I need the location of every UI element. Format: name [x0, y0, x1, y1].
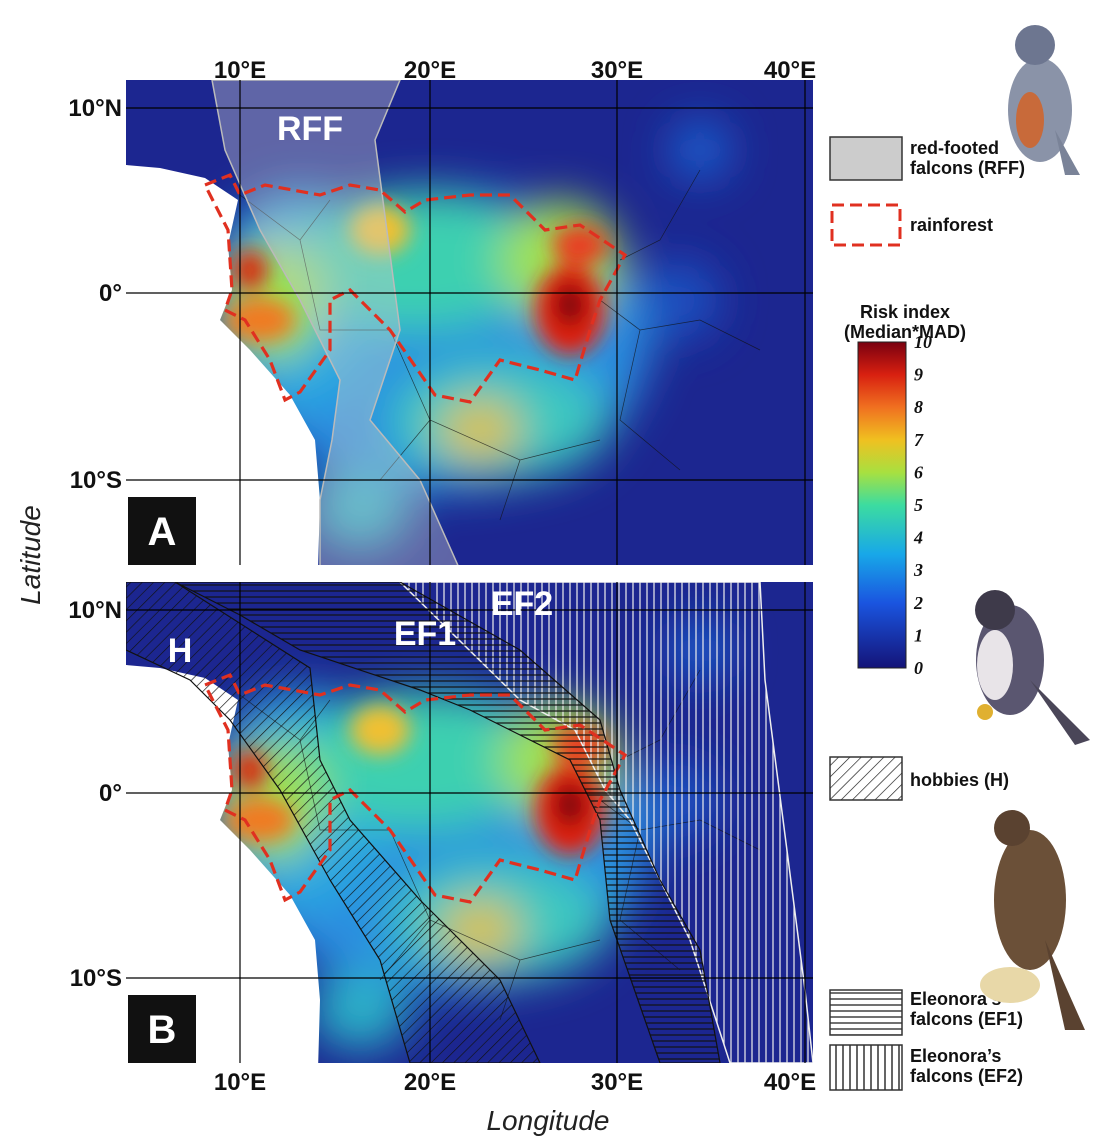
colorbar-tick-label: 7 — [914, 430, 924, 450]
colorbar-tick-label: 6 — [914, 462, 923, 482]
colorbar: Risk index (Median*MAD) 0 1 2 3 4 5 6 7 8 9 10 — [844, 302, 966, 678]
map-panel-a: RFF A — [126, 80, 816, 570]
legend-label: red-footed — [910, 138, 999, 158]
y-tick-label: 10°S — [70, 467, 122, 494]
legend-swatch — [830, 137, 902, 180]
x-axis-label: Longitude — [486, 1105, 609, 1136]
colorbar-tick-label: 2 — [913, 593, 923, 613]
bird-illustration — [975, 590, 1090, 745]
legend-label: hobbies (H) — [910, 770, 1009, 790]
colorbar-tick-label: 4 — [913, 528, 923, 548]
panel-letter: A — [148, 510, 177, 554]
colorbar-ramp — [858, 342, 906, 668]
colorbar-tick-label: 1 — [914, 625, 923, 645]
figure: RFF A H EF1 EF2 B 10°E 20°E 30°E 40°E 10… — [0, 0, 1097, 1142]
legend-label: rainforest — [910, 215, 993, 235]
x-tick-label: 30°E — [591, 1069, 643, 1096]
map-label: EF2 — [491, 585, 553, 623]
legend-swatch — [830, 1045, 902, 1090]
panel-letter: B — [148, 1008, 177, 1052]
legend-swatch — [832, 205, 900, 245]
legend-label: falcons (EF2) — [910, 1066, 1023, 1086]
map-label: H — [168, 632, 193, 670]
map-label: EF1 — [394, 615, 456, 653]
x-tick-label: 30°E — [591, 57, 643, 84]
legend-swatch — [830, 990, 902, 1035]
y-axis-label: Latitude — [15, 505, 46, 605]
y-tick-label: 10°N — [68, 95, 122, 122]
colorbar-tick-label: 9 — [914, 365, 923, 385]
x-tick-label: 40°E — [764, 1069, 816, 1096]
x-tick-label: 10°E — [214, 57, 266, 84]
colorbar-tick-label: 10 — [914, 332, 932, 352]
y-tick-label: 0° — [99, 780, 122, 807]
bird-illustration — [980, 810, 1085, 1030]
y-tick-label: 10°N — [68, 597, 122, 624]
x-tick-label: 20°E — [404, 1069, 456, 1096]
colorbar-tick-label: 0 — [914, 658, 923, 678]
y-tick-label: 10°S — [70, 965, 122, 992]
colorbar-tick-label: 5 — [914, 495, 923, 515]
colorbar-tick-label: 3 — [913, 560, 923, 580]
legend-label: falcons (RFF) — [910, 158, 1025, 178]
legend-label: falcons (EF1) — [910, 1009, 1023, 1029]
map-label: RFF — [277, 110, 343, 148]
y-tick-label: 0° — [99, 280, 122, 307]
colorbar-title: (Median*MAD) — [844, 322, 966, 342]
x-tick-label: 20°E — [404, 57, 456, 84]
colorbar-title: Risk index — [860, 302, 950, 322]
colorbar-tick-label: 8 — [914, 397, 923, 417]
legend-label: Eleonora’s — [910, 1046, 1001, 1066]
x-tick-label: 40°E — [764, 57, 816, 84]
map-panel-b: H EF1 EF2 B — [126, 580, 816, 1070]
bird-illustration — [1008, 25, 1080, 175]
legend-swatch — [830, 757, 902, 800]
x-tick-label: 10°E — [214, 1069, 266, 1096]
